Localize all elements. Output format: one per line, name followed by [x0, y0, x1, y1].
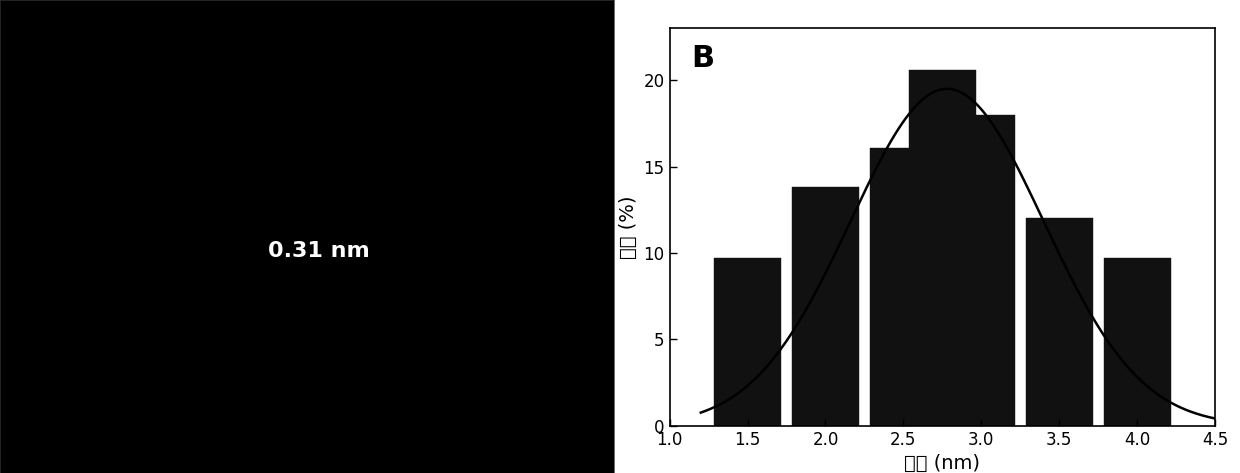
- Bar: [870, 148, 937, 426]
- Bar: [1104, 258, 1171, 426]
- Bar: [1025, 219, 1092, 426]
- Bar: [792, 187, 859, 426]
- Text: B: B: [692, 44, 714, 73]
- Bar: [714, 258, 781, 426]
- Bar: [909, 70, 976, 426]
- Bar: [947, 115, 1014, 426]
- Text: 0.31 nm: 0.31 nm: [268, 241, 370, 261]
- X-axis label: 尺寸 (nm): 尺寸 (nm): [904, 454, 981, 473]
- Y-axis label: 数目 (%): 数目 (%): [619, 195, 639, 259]
